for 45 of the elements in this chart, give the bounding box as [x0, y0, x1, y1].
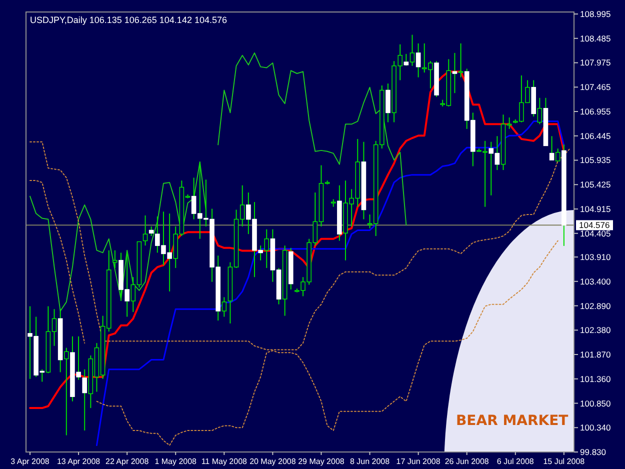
- y-tick-label: 100.850: [580, 398, 611, 408]
- candlestick: [148, 226, 154, 236]
- candlestick: [64, 347, 69, 436]
- candlestick: [410, 34, 415, 66]
- candlestick: [142, 214, 148, 246]
- annotation: BEAR MARKET: [456, 413, 569, 429]
- x-tick-label: 1 May 2008: [154, 457, 198, 466]
- x-tick-label: 3 Apr 2008: [10, 457, 50, 466]
- y-tick-label: 101.870: [580, 350, 611, 360]
- line-series: [29, 70, 565, 410]
- x-tick-label: 15 Jul 2008: [543, 457, 586, 466]
- x-tick-label: 17 Jun 2008: [396, 457, 441, 466]
- y-tick-label: 102.380: [580, 325, 611, 336]
- candlestick: [264, 228, 270, 269]
- x-tick-label: 29 May 2008: [298, 457, 345, 466]
- y-tick-label: 103.910: [580, 252, 611, 262]
- candlestick: [555, 148, 560, 162]
- y-tick-label: 105.935: [580, 155, 611, 166]
- y-tick-label: 104.915: [580, 204, 611, 214]
- y-tick-label: 106.955: [580, 106, 611, 116]
- y-tick-label: 99.830: [580, 447, 606, 457]
- y-tick-label: 108.995: [580, 9, 611, 19]
- x-tick-label: 22 Apr 2008: [106, 457, 150, 466]
- x-tick-label: 6 Jul 2008: [496, 457, 534, 466]
- y-tick-label: 105.425: [580, 180, 611, 190]
- x-tick-label: 13 Apr 2008: [56, 457, 101, 466]
- y-tick-label: 107.975: [580, 58, 611, 68]
- candlestick: [458, 42, 464, 78]
- candlestick: [222, 296, 227, 318]
- x-tick-label: 11 May 2008: [201, 457, 248, 466]
- x-tick-label: 26 Jun 2008: [444, 457, 490, 466]
- y-tick-label: 108.485: [580, 33, 611, 44]
- y-tick-label: 103.400: [580, 276, 611, 286]
- chart-title: USDJPY,Daily 106.135 106.265 104.142 104.576: [30, 15, 227, 25]
- y-tick-label: 102.890: [580, 300, 611, 311]
- y-tick-label: 100.340: [580, 422, 611, 433]
- x-tick-label: 8 Jun 2008: [350, 457, 390, 466]
- y-tick-label: 107.465: [580, 82, 611, 92]
- y-tick-label: 106.445: [580, 130, 611, 141]
- candlestick: [112, 250, 118, 269]
- y-tick-label: 104.405: [580, 228, 611, 238]
- y-tick-label: 101.360: [580, 374, 611, 384]
- x-tick-label: 20 May 2008: [250, 457, 296, 466]
- ref-line-label: 104.576: [579, 220, 610, 230]
- candlestick: [537, 97, 542, 125]
